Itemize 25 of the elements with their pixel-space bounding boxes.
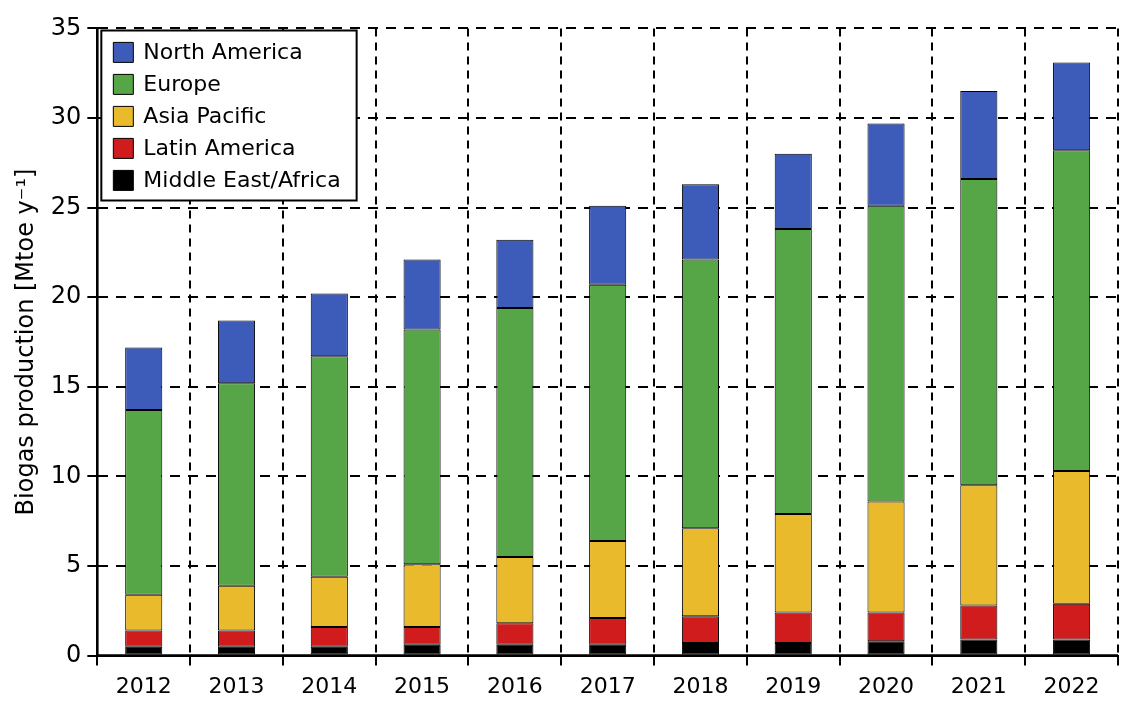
x-tick-label: 2017 <box>579 672 636 698</box>
x-tick-label: 2020 <box>858 672 915 698</box>
y-axis-title: Biogas production [Mtoe y⁻¹] <box>10 168 39 516</box>
x-tick-label: 2013 <box>208 672 265 698</box>
x-tick-label: 2022 <box>1043 672 1100 698</box>
legend-label: Asia Pacific <box>143 103 267 129</box>
y-tick-label: 15 <box>50 371 82 400</box>
x-tick-label: 2018 <box>672 672 729 698</box>
y-tick-label: 20 <box>50 281 82 310</box>
x-tick-label: 2015 <box>394 672 451 698</box>
y-tick-label: 35 <box>50 12 82 41</box>
y-tick-label: 10 <box>50 460 82 489</box>
legend-label: North America <box>143 39 303 65</box>
x-tick-label: 2016 <box>486 672 543 698</box>
x-tick-label: 2012 <box>115 672 172 698</box>
y-tick-label: 0 <box>66 639 82 668</box>
y-tick-label: 30 <box>50 102 82 131</box>
x-tick-label: 2014 <box>301 672 358 698</box>
y-tick-label: 25 <box>50 191 82 220</box>
x-tick-label: 2019 <box>765 672 822 698</box>
y-tick-label: 5 <box>66 550 82 579</box>
legend-label: Latin America <box>143 135 296 161</box>
legend-label: Europe <box>143 71 221 97</box>
x-tick-label: 2021 <box>950 672 1007 698</box>
legend-label: Middle East/Africa <box>143 167 341 193</box>
